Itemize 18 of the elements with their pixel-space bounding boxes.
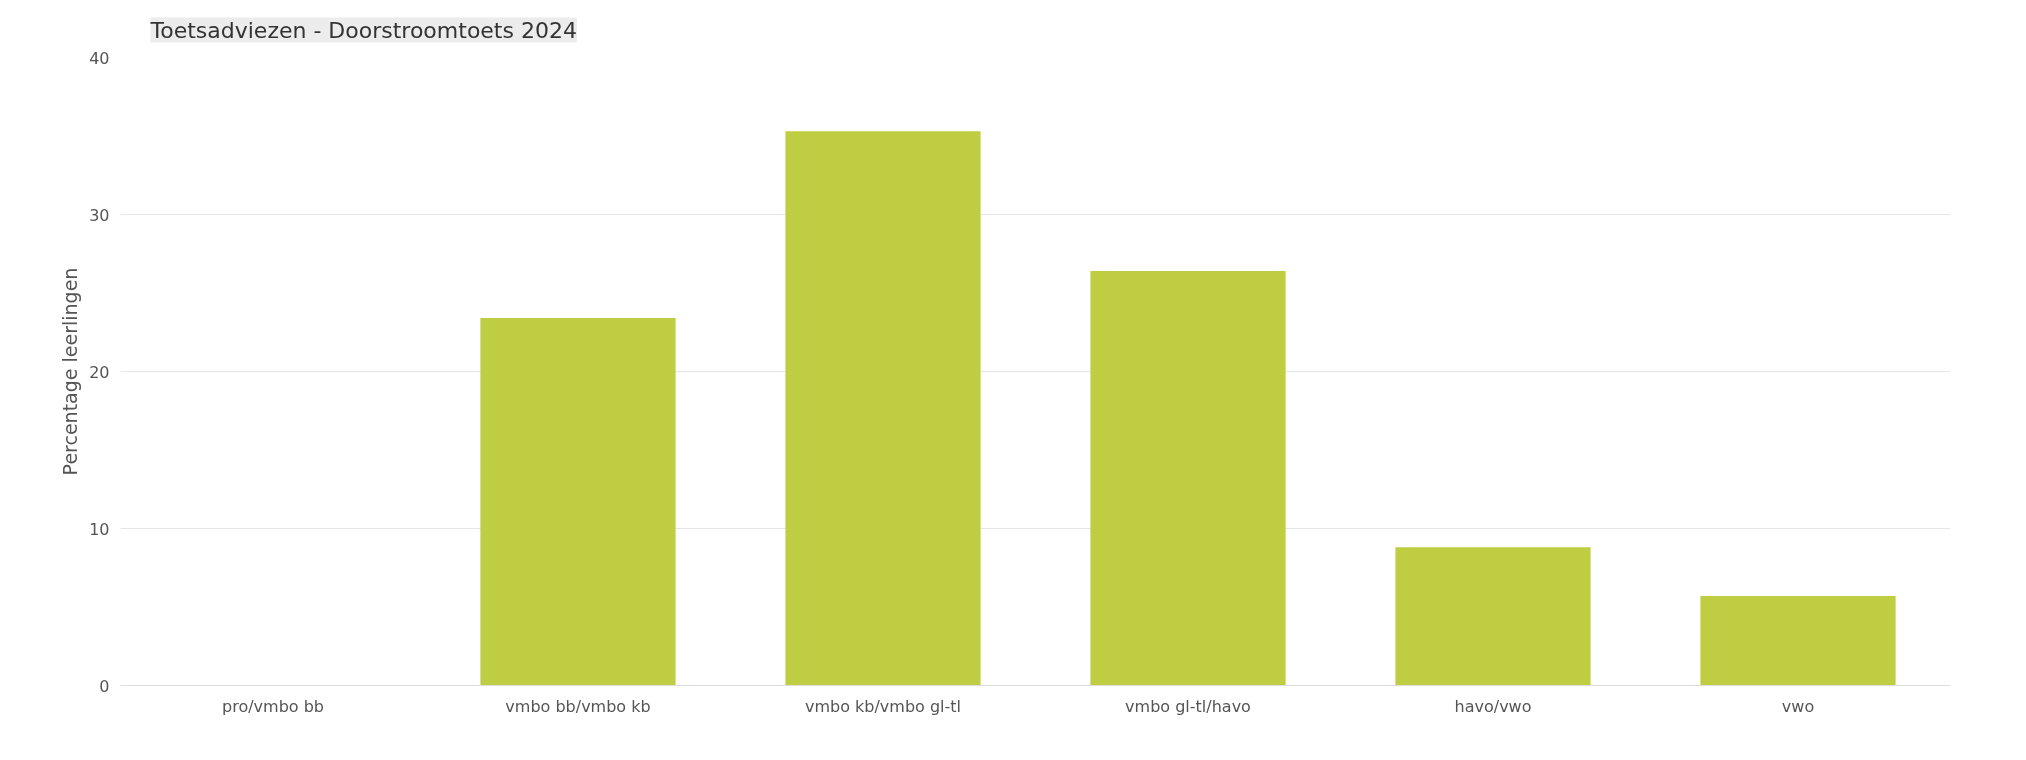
chart-title: Toetsadviezen - Doorstroomtoets 2024 [149, 17, 577, 43]
x-tick-label: pro/vmbo bb [222, 696, 324, 716]
x-tick-label: vmbo kb/vmbo gl-tl [804, 696, 962, 716]
y-tick-label: 30 [89, 205, 110, 225]
bar [785, 131, 981, 686]
y-tick-label: 10 [89, 519, 110, 539]
x-tick-label: havo/vwo [1454, 696, 1532, 716]
bar [480, 318, 676, 686]
y-axis-title: Percentage leerlingen [59, 267, 82, 476]
bar [1700, 596, 1896, 686]
y-tick-label: 40 [89, 48, 110, 68]
x-tick-label: vmbo bb/vmbo kb [505, 696, 651, 716]
x-tick-label: vwo [1781, 696, 1815, 716]
bar [1090, 271, 1286, 686]
y-tick-label: 0 [99, 676, 110, 696]
bar [1395, 547, 1591, 686]
y-tick-label: 20 [89, 362, 110, 382]
x-tick-label: vmbo gl-tl/havo [1125, 696, 1251, 716]
